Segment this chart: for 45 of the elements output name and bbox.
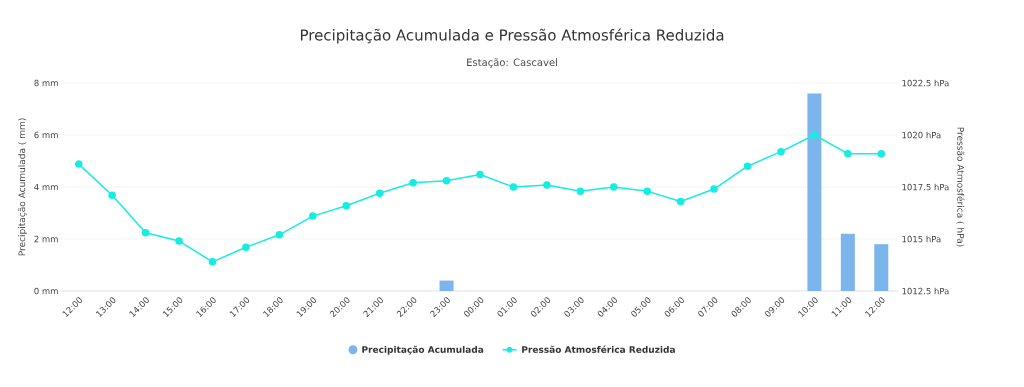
y2-tick-label: 1020 hPa [902, 131, 941, 139]
point [743, 162, 752, 170]
y2-tick-label: 1012.5 hPa [902, 287, 949, 295]
point [175, 237, 183, 245]
legend-label: Pressão Atmosférica Reduzida [522, 345, 675, 353]
point [543, 181, 551, 189]
point [442, 177, 451, 185]
point [208, 258, 217, 266]
point [275, 231, 284, 239]
point [810, 131, 819, 139]
point [710, 185, 718, 193]
point [309, 212, 317, 220]
point [777, 147, 785, 156]
point [375, 189, 384, 197]
y-tick-label: 2 mm [34, 235, 58, 243]
point [74, 160, 83, 168]
point [610, 183, 618, 191]
y-tick-label: 0 mm [34, 287, 58, 295]
legend-label: Precipitação Acumulada [362, 345, 484, 355]
y2-tick-label: 1017.5 hPa [902, 183, 949, 191]
y-tick-label: 4 mm [34, 183, 58, 191]
point [676, 197, 685, 206]
bar [874, 244, 889, 291]
bar [807, 93, 822, 291]
point [108, 191, 116, 200]
y-tick-label: 6 mm [34, 131, 58, 139]
chart-title: Precipitação Acumulada e Pressão Atmosférica Reduzida [300, 28, 724, 44]
point [242, 243, 250, 252]
chart-subtitle: Estação: Cascavel [467, 58, 557, 68]
point [576, 187, 585, 195]
bar [840, 233, 855, 291]
y2-tick-label: 1015 hPa [902, 235, 941, 243]
point [409, 179, 417, 187]
y2-axis-title: Pressão Atmosférica ( hPa) [956, 127, 965, 247]
y-axis-title: Precipitação Acumulada ( mm) [18, 118, 27, 256]
point [844, 149, 852, 158]
point [877, 149, 886, 158]
y2-tick-label: 1022.5 hPa [902, 79, 949, 87]
y-tick-label: 8 mm [34, 79, 58, 87]
bar [439, 280, 454, 291]
point [509, 183, 518, 191]
point [643, 187, 651, 195]
point [141, 229, 150, 237]
point [476, 170, 484, 179]
point [342, 201, 350, 210]
